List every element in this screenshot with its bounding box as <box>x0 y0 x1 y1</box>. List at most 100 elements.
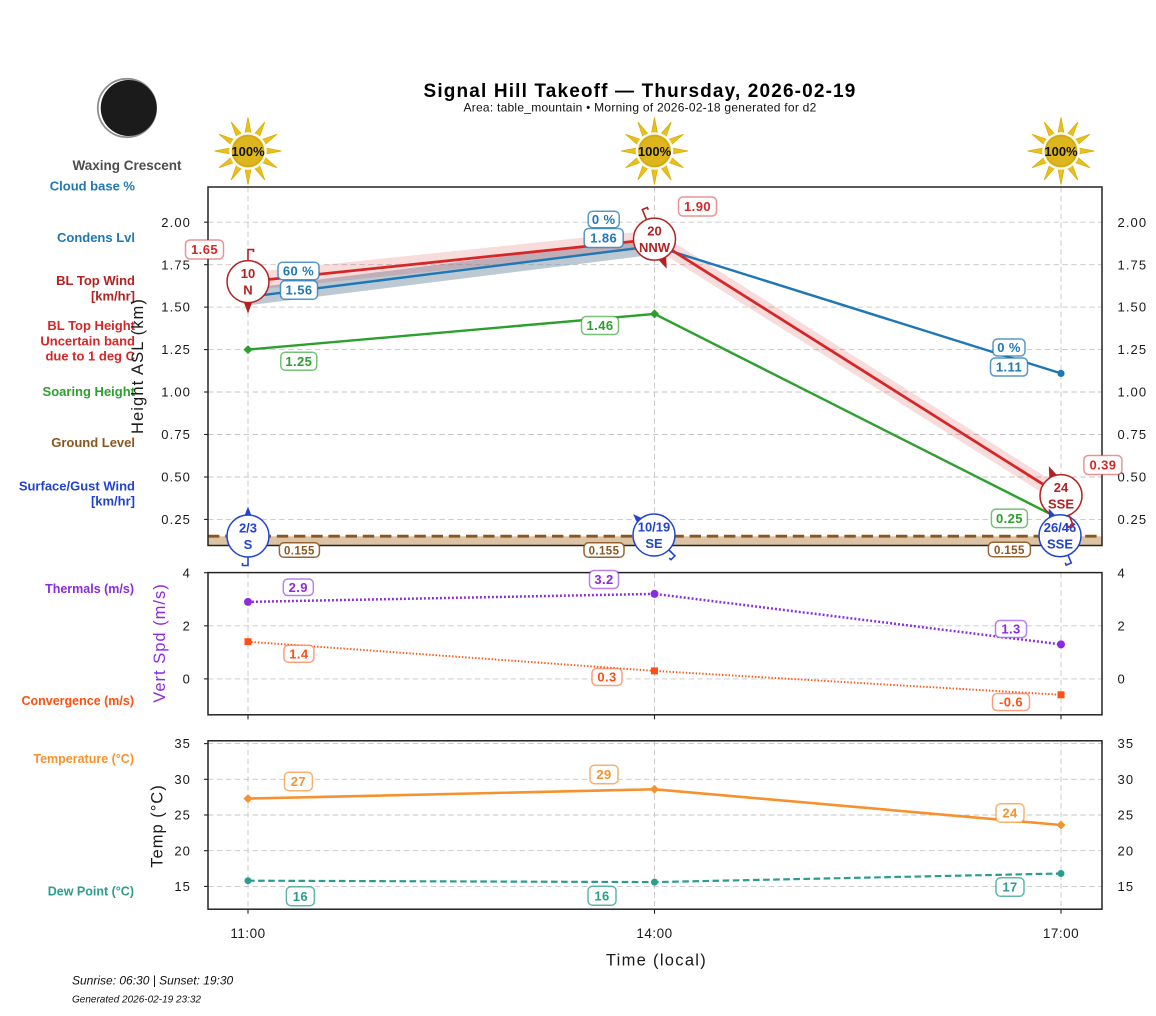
svg-text:1.56: 1.56 <box>286 283 313 298</box>
svg-text:[km/hr]: [km/hr] <box>91 494 135 509</box>
svg-text:4: 4 <box>183 565 191 580</box>
svg-text:Sunrise: 06:30 | Sunset: 19:30: Sunrise: 06:30 | Sunset: 19:30 <box>72 974 234 988</box>
svg-text:Temperature (°C): Temperature (°C) <box>33 752 134 766</box>
svg-text:24: 24 <box>1054 480 1069 495</box>
svg-text:0.50: 0.50 <box>1118 470 1148 485</box>
svg-text:0.155: 0.155 <box>589 546 620 558</box>
svg-text:0: 0 <box>183 672 191 687</box>
svg-text:14:00: 14:00 <box>636 926 672 941</box>
svg-text:Dew Point (°C): Dew Point (°C) <box>48 885 134 899</box>
svg-text:0.39: 0.39 <box>1089 458 1116 473</box>
svg-text:16: 16 <box>594 888 609 903</box>
svg-text:0 %: 0 % <box>997 340 1021 355</box>
svg-text:Signal Hill Takeoff — Thursday: Signal Hill Takeoff — Thursday, 2026-02-… <box>424 81 857 102</box>
svg-text:100%: 100% <box>231 144 265 159</box>
svg-text:2.00: 2.00 <box>1118 215 1148 230</box>
svg-text:24: 24 <box>1002 806 1018 821</box>
svg-text:Condens Lvl: Condens Lvl <box>57 230 135 245</box>
svg-text:29: 29 <box>596 767 611 782</box>
svg-text:Cloud base %: Cloud base % <box>50 179 136 194</box>
svg-text:25: 25 <box>1118 808 1135 823</box>
svg-text:1.46: 1.46 <box>587 318 614 333</box>
svg-text:10/19: 10/19 <box>638 519 671 534</box>
svg-text:0.25: 0.25 <box>161 512 191 527</box>
svg-text:30: 30 <box>1118 772 1135 787</box>
svg-text:1.00: 1.00 <box>1118 385 1148 400</box>
svg-text:0.25: 0.25 <box>996 511 1023 526</box>
svg-text:15: 15 <box>1118 879 1135 894</box>
svg-text:17:00: 17:00 <box>1043 926 1079 941</box>
svg-text:Soaring Height: Soaring Height <box>43 384 136 399</box>
svg-text:0.3: 0.3 <box>597 670 616 685</box>
svg-text:1.4: 1.4 <box>289 646 309 661</box>
svg-text:2.00: 2.00 <box>161 215 191 230</box>
svg-text:1.75: 1.75 <box>161 257 191 272</box>
svg-text:1.86: 1.86 <box>590 231 617 246</box>
svg-text:1.25: 1.25 <box>161 342 191 357</box>
svg-text:20: 20 <box>174 843 191 858</box>
svg-text:Height ASL (km): Height ASL (km) <box>129 298 147 434</box>
svg-text:0.50: 0.50 <box>161 470 191 485</box>
svg-text:1.50: 1.50 <box>161 300 191 315</box>
svg-text:0.155: 0.155 <box>284 546 315 558</box>
svg-text:0.75: 0.75 <box>1118 427 1148 442</box>
svg-text:1.50: 1.50 <box>1118 300 1148 315</box>
svg-text:1.90: 1.90 <box>684 199 711 214</box>
svg-text:10: 10 <box>241 266 255 281</box>
svg-text:11:00: 11:00 <box>230 926 265 941</box>
svg-text:35: 35 <box>174 736 191 751</box>
svg-text:60 %: 60 % <box>283 264 314 279</box>
svg-text:0.25: 0.25 <box>1118 512 1148 527</box>
svg-text:Waxing Crescent: Waxing Crescent <box>72 158 182 173</box>
svg-text:Ground Level: Ground Level <box>51 435 135 450</box>
svg-text:1.25: 1.25 <box>1118 342 1148 357</box>
svg-text:[km/hr]: [km/hr] <box>91 289 135 304</box>
svg-text:Area: table_mountain • Morning: Area: table_mountain • Morning of 2026-0… <box>463 101 816 115</box>
svg-text:2: 2 <box>183 618 191 633</box>
svg-text:Convergence (m/s): Convergence (m/s) <box>21 694 134 708</box>
svg-text:30: 30 <box>174 772 191 787</box>
svg-text:2/3: 2/3 <box>239 520 257 535</box>
svg-text:100%: 100% <box>638 144 672 159</box>
svg-text:Vert Spd (m/s): Vert Spd (m/s) <box>151 583 169 702</box>
svg-text:1.25: 1.25 <box>285 354 312 369</box>
svg-text:17: 17 <box>1002 880 1017 895</box>
svg-text:0.75: 0.75 <box>161 427 191 442</box>
svg-text:NNW: NNW <box>639 240 671 255</box>
svg-text:Uncertain band: Uncertain band <box>40 334 135 349</box>
svg-text:1.3: 1.3 <box>1001 622 1020 637</box>
svg-text:SSE: SSE <box>1047 537 1073 552</box>
svg-text:S: S <box>244 537 253 552</box>
svg-text:Generated 2026-02-19 23:32: Generated 2026-02-19 23:32 <box>72 995 201 1006</box>
svg-text:26/46: 26/46 <box>1044 520 1077 535</box>
svg-text:Thermals (m/s): Thermals (m/s) <box>45 582 134 596</box>
svg-text:20: 20 <box>1118 843 1135 858</box>
svg-text:100%: 100% <box>1044 144 1078 159</box>
svg-text:SSE: SSE <box>1048 496 1074 511</box>
svg-text:1.75: 1.75 <box>1118 257 1148 272</box>
svg-text:0: 0 <box>1118 672 1126 687</box>
svg-text:Surface/Gust Wind: Surface/Gust Wind <box>19 479 135 494</box>
svg-text:1.00: 1.00 <box>161 385 191 400</box>
svg-text:20: 20 <box>647 224 661 239</box>
svg-text:1.11: 1.11 <box>996 360 1022 375</box>
svg-text:3.2: 3.2 <box>594 572 613 587</box>
svg-text:N: N <box>243 282 252 297</box>
svg-text:15: 15 <box>174 879 191 894</box>
svg-text:0.155: 0.155 <box>994 545 1025 557</box>
svg-text:0 %: 0 % <box>592 212 616 227</box>
svg-text:2.9: 2.9 <box>289 580 308 595</box>
svg-text:Temp (°C): Temp (°C) <box>149 784 167 867</box>
svg-text:35: 35 <box>1118 736 1135 751</box>
svg-text:1.65: 1.65 <box>191 242 218 257</box>
svg-text:BL Top Wind: BL Top Wind <box>56 273 135 288</box>
svg-text:due to 1 deg C: due to 1 deg C <box>45 349 135 364</box>
svg-text:BL Top Height: BL Top Height <box>47 318 135 333</box>
svg-text:-0.6: -0.6 <box>999 695 1023 710</box>
svg-text:SE: SE <box>645 536 663 551</box>
svg-text:25: 25 <box>174 808 191 823</box>
svg-text:Time (local): Time (local) <box>606 952 707 970</box>
svg-text:16: 16 <box>293 889 308 904</box>
svg-text:27: 27 <box>291 774 306 789</box>
svg-text:4: 4 <box>1118 565 1126 580</box>
